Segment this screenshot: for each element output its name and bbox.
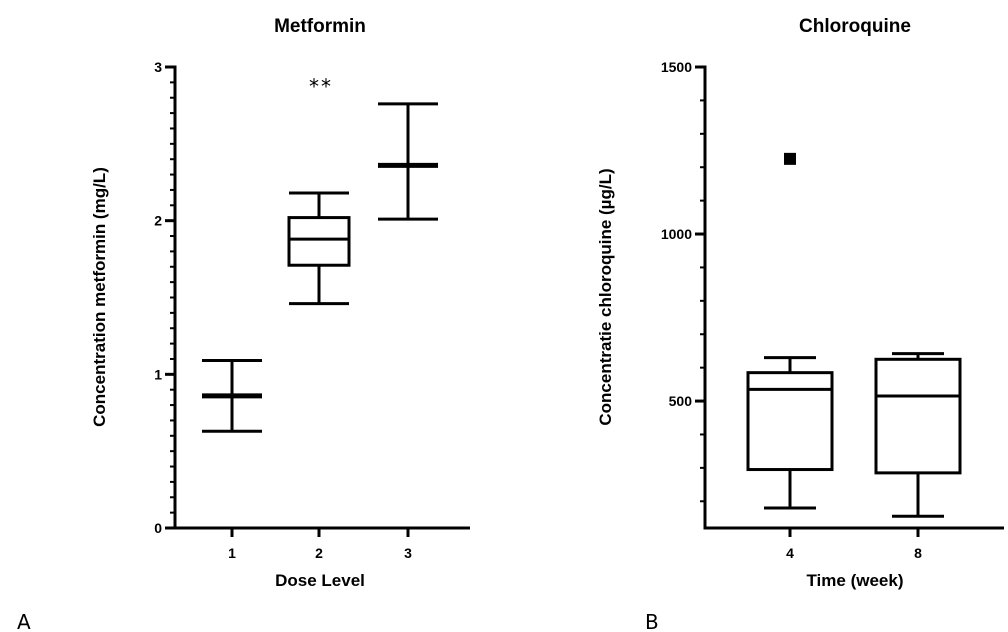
y-axis-label-chloroquine: Concentratie chloroquine (µg/L) [596, 168, 615, 425]
x-tick-label: 8 [914, 545, 922, 561]
panel-letter-a: A [17, 610, 31, 632]
metformin-marks: 0 1 2 3 1 2 3 ** [154, 59, 470, 561]
y-tick-label: 1500 [661, 59, 692, 75]
y-axis-label-metformin: Concentration metformin (mg/L) [90, 167, 109, 427]
chloroquine-marks: 500 1000 1500 4 8 [661, 59, 1004, 561]
chart-title-metformin: Metformin [274, 16, 366, 37]
y-tick-label: 3 [154, 59, 162, 75]
outlier-point [784, 152, 796, 165]
metformin-chart: Metformin Concentration metformin (mg/L)… [90, 16, 470, 590]
x-axis-label-chloroquine: Time (week) [806, 571, 903, 590]
x-tick-label: 3 [404, 545, 412, 561]
metformin-box-2 [287, 191, 351, 306]
chloroquine-box-8 [874, 352, 962, 518]
iqr-box [874, 357, 962, 475]
y-tick-label: 0 [154, 520, 162, 536]
panel-letter-b: B [645, 610, 659, 632]
metformin-box-3 [378, 102, 438, 221]
metformin-box-1 [202, 359, 262, 433]
y-tick-label: 1000 [661, 226, 692, 242]
iqr-box [287, 216, 351, 267]
chart-title-chloroquine: Chloroquine [799, 16, 911, 37]
x-axis-label-metformin: Dose Level [275, 571, 365, 590]
iqr-box [746, 371, 834, 472]
chloroquine-chart: Chloroquine Concentratie chloroquine (µg… [596, 16, 1004, 590]
x-tick-label: 4 [786, 545, 794, 561]
x-tick-label: 2 [315, 545, 323, 561]
y-tick-label: 1 [154, 366, 162, 382]
y-tick-label: 2 [154, 213, 162, 229]
chloroquine-box-4 [746, 356, 834, 510]
x-tick-label: 1 [228, 545, 236, 561]
significance-annotation: ** [309, 74, 333, 98]
y-tick-label: 500 [669, 393, 693, 409]
